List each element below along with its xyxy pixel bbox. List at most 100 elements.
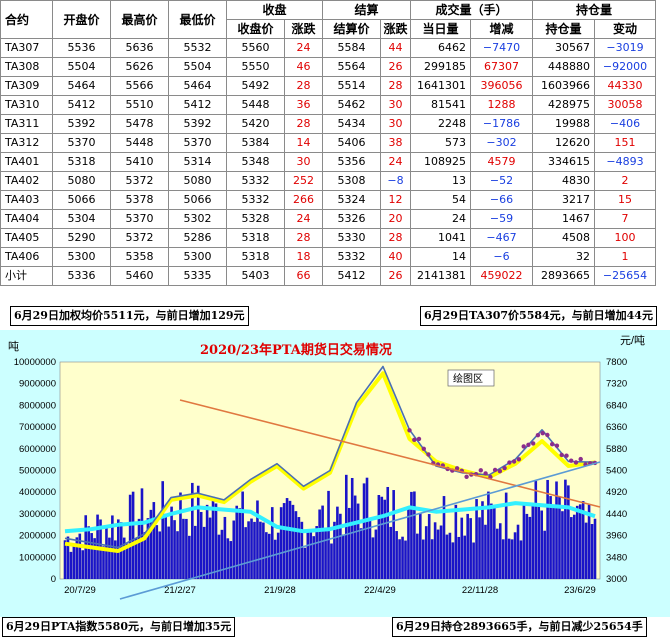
cell-vol-chg: −1786 xyxy=(470,114,533,134)
cell-settle-chg: 26 xyxy=(380,57,411,77)
cell-vol-chg: 459022 xyxy=(470,266,533,286)
volume-bar xyxy=(451,542,455,579)
volume-bar xyxy=(330,543,333,579)
cell-oi: 30567 xyxy=(532,38,595,58)
cell-settle: 5324 xyxy=(322,190,381,210)
volume-bar xyxy=(578,504,582,579)
cell-close-chg: 30 xyxy=(284,152,323,172)
cell-open: 5336 xyxy=(52,266,111,286)
volume-bar xyxy=(167,526,170,579)
header-settle-price: 结算价 xyxy=(322,19,381,39)
header-row-top: 合约 开盘价 最高价 最低价 收盘 结算 成交量（手） 持仓量 xyxy=(0,0,656,39)
volume-bar xyxy=(315,526,318,579)
volume-bar xyxy=(270,507,274,579)
cell-close-chg: 46 xyxy=(284,57,323,77)
volume-bar xyxy=(487,491,490,579)
volume-bar xyxy=(484,524,487,579)
price-dot xyxy=(573,460,579,465)
cell-low: 5412 xyxy=(168,95,227,115)
cell-open: 5464 xyxy=(52,76,111,96)
header-row-sub: 收盘价 涨跌 结算价 涨跌 当日量 增减 持仓量 变动 xyxy=(1,19,656,39)
cell-oi-chg: −3019 xyxy=(594,38,656,58)
volume-bar xyxy=(223,516,227,579)
cell-settle: 5564 xyxy=(322,57,381,77)
x-tick-label: 21/2/27 xyxy=(164,585,196,596)
y-left-tick-label: 3000000 xyxy=(19,509,56,520)
cell-oi: 3217 xyxy=(532,190,595,210)
table-row: TA310 5412 5510 5412 5448 36 5462 30 81541 1288 42… xyxy=(0,95,656,115)
header-oi-group: 持仓量 xyxy=(532,0,656,20)
cell-settle-chg: 30 xyxy=(380,114,411,134)
header-oi-change: 变动 xyxy=(594,19,656,39)
y-left-tick-label: 9000000 xyxy=(19,379,56,390)
cell-settle-chg: 26 xyxy=(380,266,411,286)
volume-bar xyxy=(324,530,327,579)
cell-settle: 5434 xyxy=(322,114,381,134)
volume-bar xyxy=(125,543,129,579)
volume-bar xyxy=(229,541,233,579)
open-interest-note: 6月29日持仓2893665手，与前日减少25654手 xyxy=(392,617,647,637)
volume-bar xyxy=(63,540,67,579)
volume-bar xyxy=(575,505,579,579)
table-row: TA308 5504 5626 5504 5550 46 5564 26 299185 67307… xyxy=(0,57,656,77)
volume-bar xyxy=(401,536,404,579)
volume-bar xyxy=(191,482,194,579)
volume-bar xyxy=(176,531,179,579)
y-left-tick-label: 7000000 xyxy=(19,422,56,433)
cell-open: 5504 xyxy=(52,57,111,77)
volume-bar xyxy=(374,529,378,579)
volume-bar xyxy=(276,532,280,579)
volume-bar xyxy=(445,534,449,579)
cell-oi-chg: 15 xyxy=(594,190,656,210)
volume-bar xyxy=(567,485,570,579)
price-dot xyxy=(564,453,569,458)
volume-bar xyxy=(134,537,138,579)
cell-settle: 5326 xyxy=(322,209,381,229)
volume-bar xyxy=(516,524,520,579)
volume-bar xyxy=(410,491,413,579)
price-dot xyxy=(492,467,498,473)
table-row: TA404 5304 5370 5302 5328 24 5326 20 24 −59 1467 7 xyxy=(0,209,656,229)
cell-close-chg: 18 xyxy=(284,247,323,267)
price-dot xyxy=(550,442,555,447)
cell-open: 5300 xyxy=(52,247,111,267)
cell-contract: TA307 xyxy=(0,38,53,58)
cell-low: 5080 xyxy=(168,171,227,191)
price-dot xyxy=(412,437,417,442)
cell-close-chg: 24 xyxy=(284,209,323,229)
header-low: 最低价 xyxy=(168,0,227,39)
cell-close-chg: 36 xyxy=(284,95,323,115)
price-dot xyxy=(497,469,503,474)
y-left-tick-label: 10000000 xyxy=(14,357,56,368)
cell-oi-chg: 151 xyxy=(594,133,656,153)
cell-close-chg: 28 xyxy=(284,76,323,96)
cell-close: 5448 xyxy=(226,95,285,115)
volume-bar xyxy=(540,510,544,579)
cell-settle-chg: 30 xyxy=(380,95,411,115)
volume-bar xyxy=(389,526,392,579)
volume-bar xyxy=(262,522,265,579)
volume-bar xyxy=(318,509,321,579)
volume-bar xyxy=(552,507,555,579)
weighted-avg-note: 6月29日加权均价5511元，与前日增加129元 xyxy=(10,306,249,326)
volume-bar xyxy=(546,479,549,579)
cell-settle: 5356 xyxy=(322,152,381,172)
cell-settle-chg: 40 xyxy=(380,247,411,267)
volume-bar xyxy=(564,479,567,579)
volume-bar xyxy=(558,496,561,579)
table-row: TA402 5080 5372 5080 5332 252 5308 −8 13 −52 4830 2 xyxy=(0,171,656,191)
volume-bar xyxy=(214,503,218,579)
cell-vol: 2248 xyxy=(410,114,471,134)
y-right-tick-label: 7800 xyxy=(606,357,627,368)
cell-contract: TA311 xyxy=(0,114,53,134)
volume-bar xyxy=(513,532,517,579)
volume-bar xyxy=(584,522,588,579)
cell-high: 5372 xyxy=(110,228,169,248)
volume-bar xyxy=(427,514,431,579)
volume-bar xyxy=(196,485,200,579)
cell-close: 5492 xyxy=(226,76,285,96)
cell-settle: 5330 xyxy=(322,228,381,248)
price-dot xyxy=(421,446,426,451)
volume-bar xyxy=(359,528,363,579)
price-dot xyxy=(540,431,545,436)
